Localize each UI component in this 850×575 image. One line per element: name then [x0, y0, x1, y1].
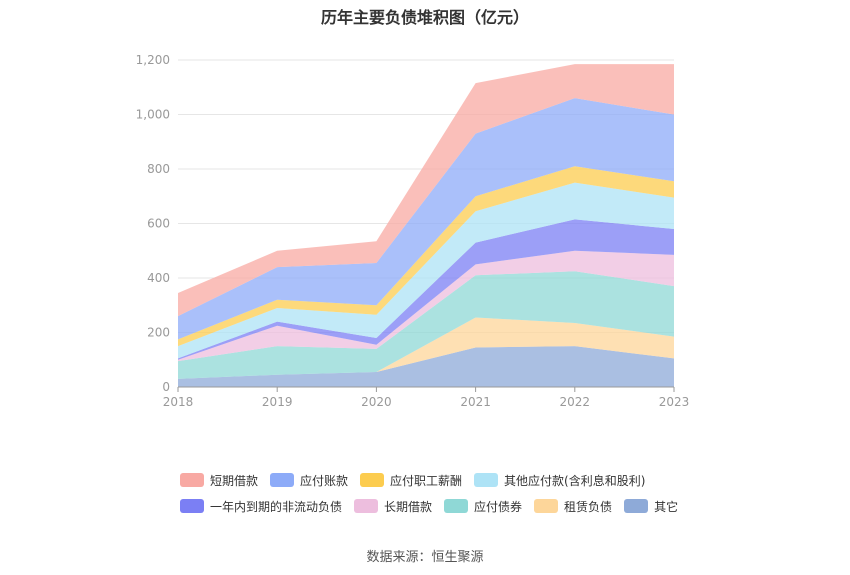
- legend-label: 其它: [654, 499, 679, 514]
- legend-item[interactable]: 一年内到期的非流动负债: [180, 498, 342, 514]
- y-tick-label: 600: [147, 217, 170, 231]
- x-tick-label: 2023: [659, 395, 690, 409]
- legend-swatch: [360, 473, 385, 487]
- area-series-短期借款[interactable]: [178, 64, 674, 317]
- stacked-area-chart: 0 200 400 600 800 1,000 1,200 2018 2019 2020 2021 2…: [136, 53, 690, 409]
- legend-label: 应付职工薪酬: [390, 473, 463, 488]
- legend-item[interactable]: 应付职工薪酬: [360, 472, 462, 488]
- legend-swatch: [624, 499, 649, 513]
- y-tick-label: 1,200: [136, 53, 170, 67]
- legend-label: 短期借款: [210, 473, 259, 488]
- x-tick-label: 2021: [460, 395, 491, 409]
- x-tick-label: 2022: [560, 395, 591, 409]
- legend: 短期借款 应付账款 应付职工薪酬 其他应付款(含利息和股利) 一年内到期的非流动负债 长期…: [180, 472, 700, 514]
- legend-item[interactable]: 租赁负债: [534, 498, 612, 514]
- y-tick-label: 1,000: [136, 108, 170, 122]
- legend-swatch: [180, 499, 204, 513]
- x-tick-label: 2019: [262, 395, 293, 409]
- legend-swatch: [444, 499, 469, 513]
- y-tick-label: 200: [147, 326, 170, 340]
- legend-item[interactable]: 短期借款: [180, 472, 258, 488]
- legend-item[interactable]: 应付债券: [444, 498, 522, 514]
- area-series-应付债券[interactable]: [178, 271, 674, 379]
- legend-item[interactable]: 其它: [624, 498, 678, 514]
- legend-swatch: [534, 499, 559, 513]
- legend-label: 其他应付款(含利息和股利): [504, 473, 646, 488]
- area-series-其它[interactable]: [178, 346, 674, 387]
- x-tick-label: 2018: [163, 395, 194, 409]
- legend-label: 应付债券: [474, 499, 523, 514]
- chart-title: 历年主要负债堆积图（亿元）: [320, 8, 529, 27]
- legend-item[interactable]: 其他应付款(含利息和股利): [474, 472, 645, 488]
- legend-label: 应付账款: [300, 473, 349, 488]
- area-series-其他应付款(含利息和股利)[interactable]: [178, 182, 674, 359]
- legend-item[interactable]: 长期借款: [354, 498, 432, 514]
- area-series-应付职工薪酬[interactable]: [178, 166, 674, 347]
- legend-swatch: [474, 473, 499, 487]
- legend-label: 一年内到期的非流动负债: [210, 499, 343, 514]
- area-series-租赁负债[interactable]: [178, 317, 674, 379]
- data-source: 数据来源：恒生聚源: [366, 550, 484, 565]
- y-tick-label: 800: [147, 162, 170, 176]
- y-tick-label: 0: [162, 380, 170, 394]
- axes: 0 200 400 600 800 1,000 1,200 2018 2019 2020 2021 2…: [136, 53, 690, 409]
- area-series-长期借款[interactable]: [178, 250, 674, 362]
- legend-swatch: [354, 499, 379, 513]
- legend-swatch: [180, 473, 204, 487]
- area-series-一年内到期的非流动负债[interactable]: [178, 219, 674, 360]
- legend-swatch: [270, 473, 295, 487]
- x-tick-label: 2020: [361, 395, 392, 409]
- y-tick-label: 400: [147, 271, 170, 285]
- area-series: [178, 64, 674, 387]
- area-series-应付账款[interactable]: [178, 98, 674, 340]
- legend-item[interactable]: 应付账款: [270, 472, 348, 488]
- legend-label: 长期借款: [384, 499, 433, 514]
- legend-label: 租赁负债: [564, 499, 613, 514]
